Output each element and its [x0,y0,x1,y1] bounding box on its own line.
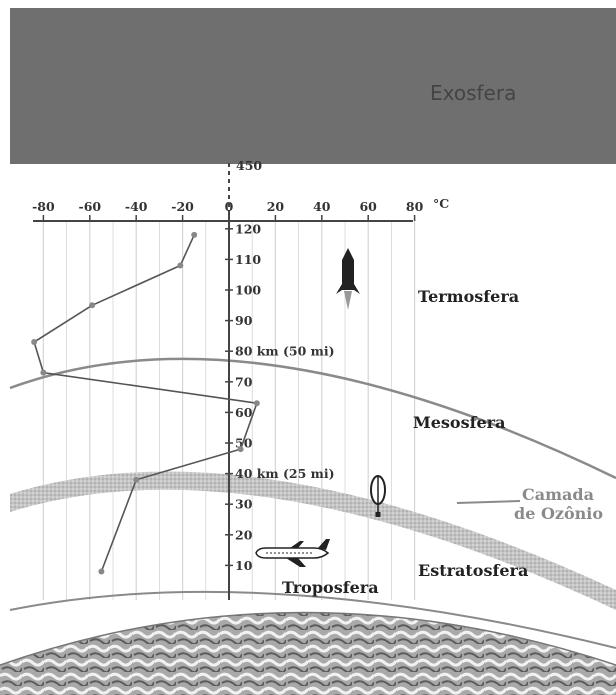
exosphere-band [10,8,616,164]
temperature-tick-label: 60 [359,199,377,214]
altitude-tick-label: 90 [235,313,253,328]
temperature-tick-label: -40 [125,199,148,214]
altitude-tick-label: 110 [235,252,261,267]
altitude-tick-label: 120 [235,221,261,236]
mesosphere-label: Mesosfera [413,413,505,432]
arc-80km [9,357,616,480]
ozone-label-line1: Camada [522,485,594,504]
altitude-top-label: 450 [236,158,262,173]
temperature-tick-label: -60 [79,199,102,214]
altitude-tick-label: 10 [235,558,253,573]
stratosphere-label: Estratosfera [418,561,528,580]
temperature-point [133,476,140,483]
ozone-label-line2: de Ozônio [514,504,603,523]
temperature-point [98,568,105,575]
airplane-icon [255,539,330,567]
temperature-point [237,446,244,453]
temperature-point [31,339,38,346]
ozone-label-leader [456,500,521,504]
altitude-tick-label: 100 [235,283,261,298]
thermosphere-label: Termosfera [418,287,519,306]
temperature-tick-label: -80 [32,199,55,214]
troposphere-label: Troposfera [282,578,379,597]
altitude-tick-label: 30 [235,497,253,512]
temperature-curve [31,231,260,575]
temperature-point [191,231,198,238]
temperature-tick-label: -20 [171,199,194,214]
altitude-tick-label: 60 [235,405,253,420]
balloon-icon [370,475,386,517]
temperature-tick-label: 20 [267,199,285,214]
temperature-point [177,262,184,269]
ozone-layer [10,471,616,610]
temperature-line [33,234,258,572]
altitude-tick-label: 70 [235,374,253,389]
rocket-icon [336,248,360,310]
temperature-tick-label: 0 [225,199,234,214]
temperature-grid [42,221,416,600]
altitude-tick-label: 80 km (50 mi) [235,344,335,359]
altitude-tick-label: 40 km (25 mi) [235,466,335,481]
temperature-point [253,400,260,407]
altitude-tick-label: 20 [235,527,253,542]
arc-tropopause [9,590,616,649]
temperature-ticks: -80 -60 -40 -20 0 20 40 60 80 [32,199,424,221]
temperature-point [40,369,47,376]
temperature-tick-label: 40 [313,199,331,214]
exosphere-label: Exosfera [430,81,516,105]
temperature-unit: °C [433,196,449,211]
temperature-point [89,302,96,309]
temperature-tick-label: 80 [406,199,424,214]
